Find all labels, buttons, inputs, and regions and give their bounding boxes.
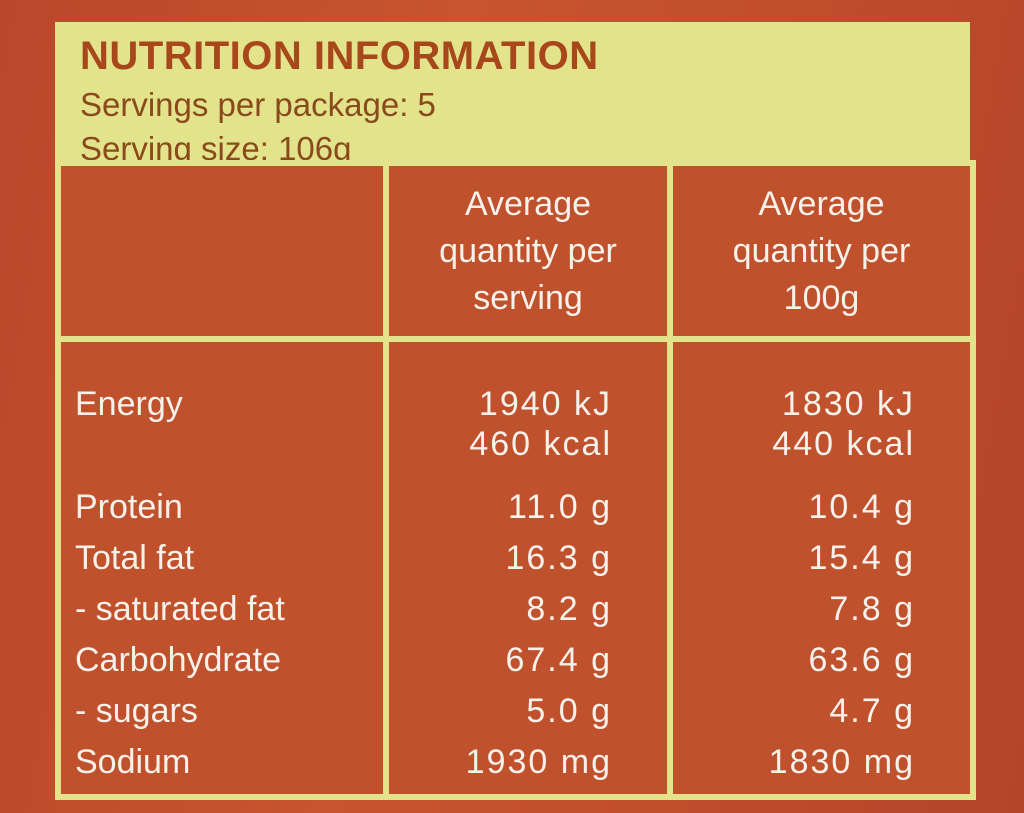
row-block: 1930 mg: [389, 742, 667, 793]
row-block: Sodium: [61, 742, 383, 793]
servings-per-package: Servings per package: 5: [80, 86, 436, 123]
row-block: 11.0 g: [389, 487, 667, 538]
row-block: 4.7 g: [673, 691, 970, 742]
row-block: 67.4 g: [389, 640, 667, 691]
per-100g-value: 63.6 g: [808, 641, 915, 679]
row-block: Carbohydrate: [61, 640, 383, 691]
serving-size: Serving size: 106g: [80, 130, 352, 167]
nutrient-column: Energy Protein Total fat - saturated fat Car…: [55, 336, 389, 800]
row-block: 7.8 g: [673, 589, 970, 640]
body-row: Energy Protein Total fat - saturated fat Car…: [55, 336, 976, 800]
nutrient-name: - sugars: [75, 692, 198, 730]
per-serving-value: 8.2 g: [526, 590, 612, 628]
nutrient-name: Total fat: [75, 539, 195, 577]
row-block: Total fat: [61, 538, 383, 589]
column-header: Average quantity per serving: [383, 160, 673, 342]
row-block: 15.4 g: [673, 538, 970, 589]
per-serving-value: 11.0 g: [507, 488, 612, 526]
nutrient-name: - saturated fat: [75, 590, 285, 628]
nutrient-name: Protein: [75, 488, 183, 526]
row-block: - sugars: [61, 691, 383, 742]
row-block: 10.4 g: [673, 487, 970, 538]
header-row: Average quantity per serving Average qua…: [55, 160, 976, 342]
per-100g-value: 15.4 g: [808, 539, 915, 577]
corner-cell: [55, 160, 389, 342]
per-serving-value: 1930 mg: [465, 743, 612, 781]
row-block: 1830 mg: [673, 742, 970, 793]
nutrient-name: Energy: [75, 385, 183, 423]
column-header-text: Average quantity per 100g: [732, 184, 911, 317]
per-serving-value: 5.0 g: [526, 692, 612, 730]
row-block: 8.2 g: [389, 589, 667, 640]
per-100g-value: 1830 kJ: [781, 385, 915, 423]
row-block: - saturated fat: [61, 589, 383, 640]
row-block: 5.0 g: [389, 691, 667, 742]
title: NUTRITION INFORMATION: [80, 34, 599, 78]
row-block: 1830 kJ 440 kcal: [673, 384, 970, 487]
per-serving-column: 1940 kJ 460 kcal 11.0 g 16.3 g 8.2 g 67.4 g 5.…: [383, 336, 673, 800]
per-serving-value: 67.4 g: [505, 641, 612, 679]
nutrient-name: Sodium: [75, 743, 191, 781]
per-serving-value: 1940 kJ: [478, 385, 612, 423]
row-block: Protein: [61, 487, 383, 538]
row-block: 1940 kJ 460 kcal: [389, 384, 667, 487]
per-100g-value: 1830 mg: [768, 743, 915, 781]
per-100g-column: 1830 kJ 440 kcal 10.4 g 15.4 g 7.8 g 63.6 g 4.…: [667, 336, 976, 800]
row-block: 16.3 g: [389, 538, 667, 589]
per-100g-value: 7.8 g: [829, 590, 915, 628]
per-serving-value: 460 kcal: [469, 425, 612, 463]
per-serving-value: 16.3 g: [505, 539, 612, 577]
column-header-text: Average quantity per serving: [439, 184, 617, 317]
per-100g-value: 4.7 g: [829, 692, 915, 730]
column-header: Average quantity per 100g: [667, 160, 976, 342]
per-100g-value: 440 kcal: [772, 425, 915, 463]
per-100g-value: 10.4 g: [808, 488, 915, 526]
row-block: 63.6 g: [673, 640, 970, 691]
row-block: Energy: [61, 384, 383, 487]
nutrition-table: Average quantity per serving Average qua…: [55, 160, 976, 800]
nutrient-name: Carbohydrate: [75, 641, 282, 679]
